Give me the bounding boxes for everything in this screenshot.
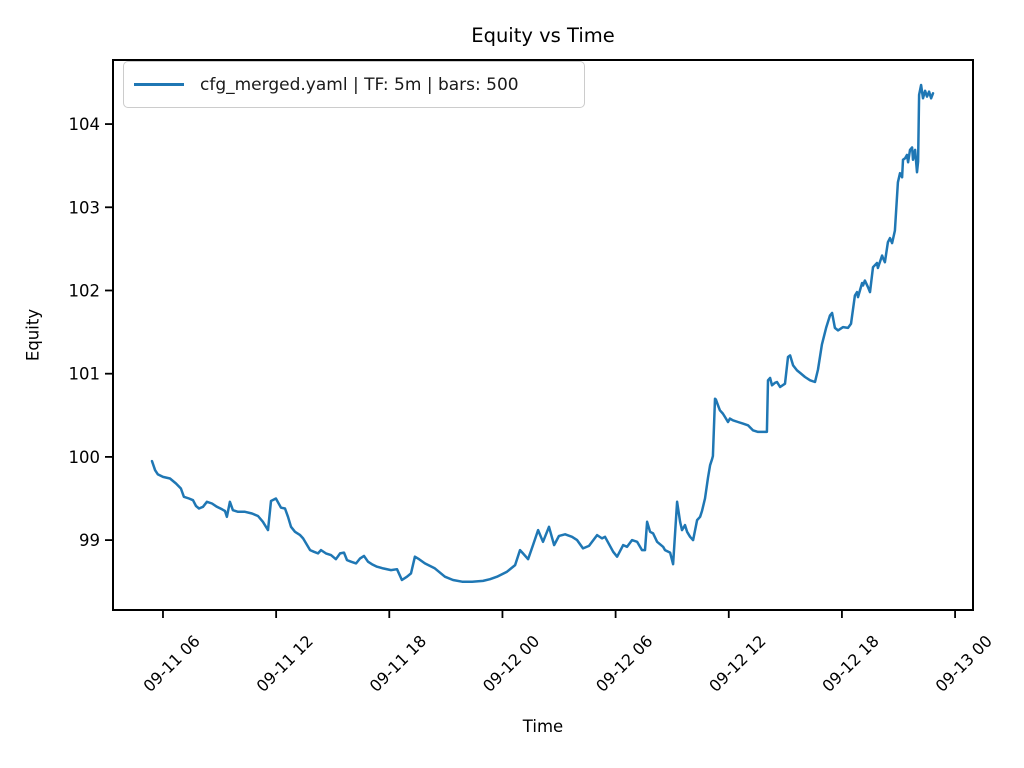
y-tick-label: 103 [69,198,101,217]
legend: cfg_merged.yaml | TF: 5m | bars: 500 [123,61,585,108]
y-tick-label: 102 [69,281,101,300]
axes-frame [112,59,974,611]
x-tick-label: 09-11 12 [253,631,317,695]
x-tick-label: 09-11 18 [366,631,430,695]
chart-title: Equity vs Time [471,24,615,47]
x-axis-label: Time [522,717,564,736]
x-tick-label: 09-11 06 [140,631,204,695]
legend-line-swatch [134,83,184,86]
x-tick-label: 09-12 12 [705,631,769,695]
y-tick-label: 99 [79,531,100,550]
y-axis-label: Equity [23,308,43,362]
x-tick-label: 09-12 06 [592,631,656,695]
y-tick-label: 104 [69,115,101,134]
legend-label: cfg_merged.yaml | TF: 5m | bars: 500 [200,74,519,95]
y-tick-label: 100 [69,448,101,467]
x-tick-label: 09-12 18 [818,631,882,695]
x-tick-label: 09-12 00 [479,631,543,695]
x-tick-label: 09-13 00 [932,631,996,695]
y-tick-label: 101 [69,365,101,384]
equity-line [150,83,935,583]
